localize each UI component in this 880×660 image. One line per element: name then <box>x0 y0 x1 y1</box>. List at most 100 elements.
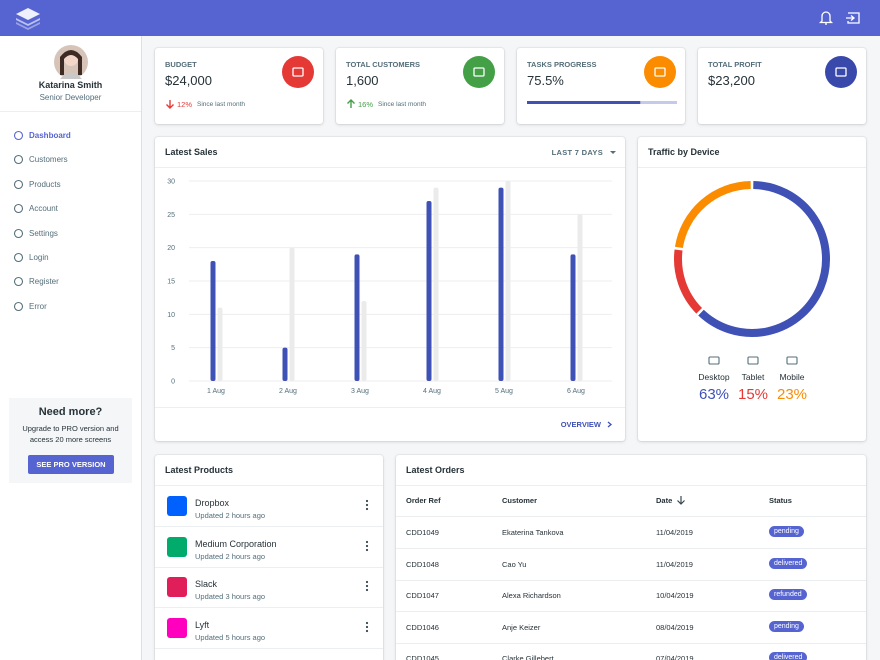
divider <box>155 607 383 608</box>
table-cell: 11/04/2019 <box>656 528 693 537</box>
nav-icon <box>13 277 24 287</box>
product-name: Lyft <box>195 619 210 630</box>
arrow <box>166 100 174 109</box>
arrow <box>347 99 355 108</box>
bar <box>570 254 576 381</box>
nav-item[interactable]: Customers <box>29 155 68 165</box>
divider <box>155 407 625 408</box>
table-cell: 11/04/2019 <box>656 559 693 569</box>
dot <box>365 540 369 543</box>
dropdown-arrow <box>610 151 616 154</box>
range-selector[interactable]: LAST 7 DAYS <box>551 148 603 157</box>
product-name: Slack <box>195 579 218 589</box>
stat-icon <box>825 56 857 88</box>
stat-card: BUDGET $24,000 12% Since last month <box>155 48 323 124</box>
sort-arrow <box>677 496 685 505</box>
doughnut-segment <box>698 181 830 337</box>
table-cell: Cao Yu <box>502 559 527 569</box>
promo-title: Need more? <box>38 406 103 418</box>
more-button[interactable] <box>364 580 370 592</box>
device-icon <box>786 356 798 365</box>
status-chip: pending <box>769 620 804 632</box>
dot <box>365 629 369 632</box>
stat-icon <box>282 56 314 88</box>
nav-item[interactable]: Login <box>29 253 49 262</box>
logo-shape <box>167 617 187 638</box>
divider <box>638 167 866 168</box>
x-tick-label: 3 Aug <box>351 388 369 395</box>
icon-shape <box>13 155 24 165</box>
dot <box>365 625 369 628</box>
logo[interactable] <box>16 8 40 30</box>
stat-change: 12% <box>177 100 193 109</box>
divider <box>396 579 866 581</box>
dot <box>365 548 369 551</box>
logout-icon[interactable] <box>846 12 860 24</box>
product-updated: Updated 5 hours ago <box>195 632 266 642</box>
more-button[interactable] <box>364 621 370 633</box>
legend-label: Mobile <box>779 372 804 382</box>
x-tick-label: 5 Aug <box>495 388 513 395</box>
nav-icon <box>13 301 24 311</box>
traffic-card: Traffic by Device Desktop 63% Tablet 15% Mob… <box>638 137 866 441</box>
notifications-icon[interactable] <box>818 11 834 25</box>
table-cell: CDD1045 <box>406 654 439 660</box>
stat-card: TOTAL PROFIT $23,200 <box>698 48 866 124</box>
icon-glyph <box>473 67 485 77</box>
doughnut-segment <box>674 249 703 314</box>
icon-shape <box>13 228 24 238</box>
nav-item[interactable]: Products <box>29 179 61 189</box>
user-role: Senior Developer <box>39 93 102 102</box>
divider <box>155 526 383 527</box>
nav-item[interactable]: Settings <box>29 228 58 238</box>
status-chip: pending <box>769 526 804 537</box>
progress-bar <box>527 101 677 104</box>
bar <box>505 181 511 381</box>
table-cell: Clarke Gillebert <box>502 654 554 660</box>
sidebar: Katarina Smith Senior Developer Need mor… <box>0 36 142 660</box>
nav-icon <box>13 204 24 214</box>
logo-shape <box>167 536 187 557</box>
column-header[interactable]: Date <box>656 496 673 505</box>
arrow <box>677 496 685 505</box>
nav-item[interactable]: Error <box>29 301 47 311</box>
x-tick-label: 4 Aug <box>423 388 441 395</box>
more-button[interactable] <box>364 540 370 552</box>
y-tick-label: 25 <box>167 212 175 219</box>
bar <box>361 301 367 381</box>
y-tick-label: 30 <box>167 179 175 186</box>
stat-label: TASKS PROGRESS <box>527 60 597 69</box>
overview-link[interactable]: OVERVIEW <box>560 420 601 429</box>
dot <box>365 584 369 588</box>
latest-products-card: Latest Products Dropbox Updated 2 hours a… <box>155 455 383 660</box>
divider <box>155 167 625 168</box>
bar <box>282 347 288 381</box>
x-tick-label: 1 Aug <box>207 388 225 395</box>
dot <box>365 580 369 584</box>
bar <box>289 247 295 381</box>
table-cell: 07/04/2019 <box>656 654 694 660</box>
dot <box>365 499 369 503</box>
table-cell: 10/04/2019 <box>656 591 694 600</box>
nav-item[interactable]: Register <box>29 277 59 287</box>
legend-value: 63% <box>699 386 729 403</box>
nav-icon <box>13 155 24 165</box>
nav-item[interactable]: Dashboard <box>29 131 71 140</box>
more-button[interactable] <box>364 499 370 511</box>
legend-label: Desktop <box>698 372 729 382</box>
product-logo <box>167 617 187 638</box>
card-title: Traffic by Device <box>648 147 720 157</box>
status-chip: refunded <box>769 589 807 600</box>
icon-shape <box>13 277 24 287</box>
divider <box>396 516 866 517</box>
table-cell: Alexa Richardson <box>502 591 561 600</box>
product-updated: Updated 3 hours ago <box>195 592 266 601</box>
status-chip: delivered <box>769 557 808 569</box>
product-updated: Updated 2 hours ago <box>195 551 266 561</box>
nav-item[interactable]: Account <box>29 204 58 214</box>
divider <box>396 642 866 644</box>
stat-value: 1,600 <box>346 73 379 88</box>
trend-arrow <box>166 100 174 109</box>
pro-button[interactable]: SEE PRO VERSION <box>28 455 114 474</box>
